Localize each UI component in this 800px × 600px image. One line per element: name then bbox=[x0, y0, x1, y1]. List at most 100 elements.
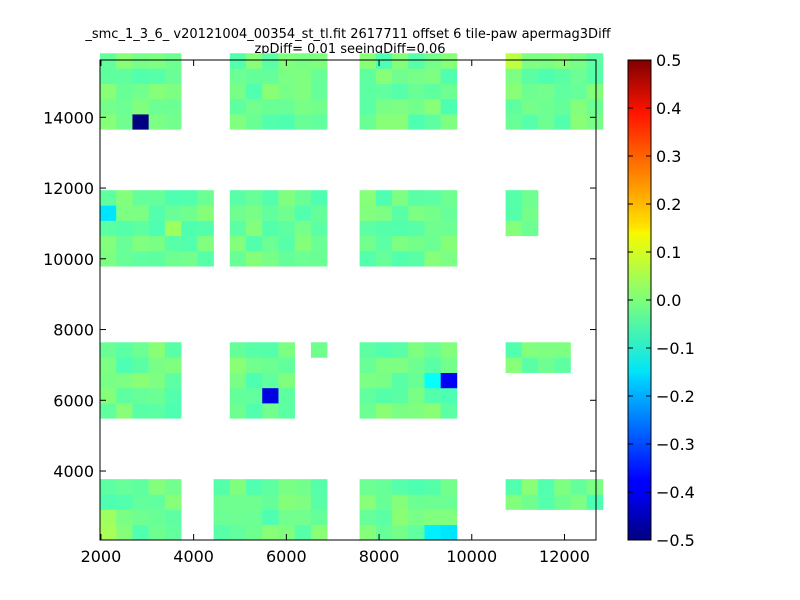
heatmap-cell bbox=[408, 479, 425, 495]
heatmap-cell bbox=[570, 98, 588, 115]
heatmap-cell bbox=[132, 372, 149, 389]
heatmap-cell bbox=[521, 190, 539, 206]
heatmap-cell bbox=[408, 372, 425, 389]
heatmap-cell bbox=[440, 68, 458, 84]
heatmap-cell bbox=[392, 403, 409, 419]
heatmap-cell bbox=[100, 205, 117, 221]
heatmap-cell bbox=[262, 387, 279, 404]
heatmap-cell bbox=[424, 387, 442, 404]
heatmap-cell bbox=[100, 251, 117, 267]
heatmap-cell bbox=[375, 83, 393, 100]
heatmap-cell bbox=[262, 220, 279, 237]
heatmap-cell bbox=[148, 251, 166, 267]
heatmap-cell bbox=[538, 494, 555, 510]
x-tick-label: 6000 bbox=[266, 547, 307, 566]
heatmap-cell bbox=[246, 114, 263, 130]
heatmap-cell bbox=[132, 220, 149, 237]
heatmap-cell bbox=[538, 53, 555, 69]
y-axis: 4000 6000 8000 10000 12000 14000 bbox=[43, 108, 596, 481]
heatmap-cell bbox=[538, 114, 555, 130]
heatmap-cell bbox=[278, 114, 295, 130]
heatmap-cell bbox=[294, 68, 312, 84]
heatmap-cell bbox=[246, 251, 263, 267]
heatmap-cell bbox=[197, 205, 214, 221]
heatmap-cell bbox=[521, 220, 539, 237]
heatmap-cell bbox=[310, 114, 328, 130]
heatmap-cell bbox=[116, 68, 133, 84]
heatmap-cell bbox=[424, 251, 442, 267]
heatmap-cell bbox=[148, 509, 166, 526]
heatmap-cell bbox=[359, 342, 377, 358]
heatmap-cell bbox=[278, 220, 295, 237]
heatmap-cell bbox=[294, 114, 312, 130]
heatmap-cell bbox=[521, 83, 539, 100]
heatmap-cell bbox=[148, 83, 166, 100]
heatmap-cell bbox=[408, 235, 425, 252]
heatmap-cell bbox=[132, 53, 149, 69]
heatmap-cell bbox=[408, 524, 425, 541]
heatmap-cell bbox=[181, 190, 198, 206]
heatmap-cell bbox=[278, 205, 295, 221]
heatmap-cell bbox=[278, 372, 295, 389]
heatmap-cell bbox=[100, 114, 117, 130]
heatmap-cell bbox=[116, 98, 133, 115]
heatmap-cell bbox=[262, 98, 279, 115]
heatmap-cell bbox=[148, 357, 166, 373]
heatmap-cell bbox=[440, 98, 458, 115]
heatmap-cell bbox=[440, 251, 458, 267]
heatmap-cell bbox=[424, 205, 442, 221]
x-tick-label: 2000 bbox=[81, 547, 122, 566]
heatmap-cell bbox=[116, 190, 133, 206]
heatmap-cell bbox=[100, 235, 117, 252]
heatmap-cell bbox=[116, 494, 133, 510]
heatmap-cell bbox=[359, 205, 377, 221]
heatmap-cell bbox=[505, 494, 523, 510]
heatmap-cell bbox=[359, 53, 377, 69]
heatmap-cell bbox=[132, 494, 149, 510]
heatmap-cell bbox=[278, 524, 295, 541]
heatmap-cell bbox=[424, 114, 442, 130]
heatmap-cell bbox=[375, 190, 393, 206]
heatmap-cell bbox=[229, 387, 247, 404]
heatmap-cell bbox=[148, 372, 166, 389]
x-tick-label: 4000 bbox=[173, 547, 214, 566]
heatmap-cell bbox=[262, 114, 279, 130]
heatmap-cell bbox=[505, 342, 523, 358]
heatmap-cell bbox=[181, 220, 198, 237]
heatmap-cell bbox=[375, 342, 393, 358]
heatmap-cell bbox=[310, 190, 328, 206]
heatmap-cell bbox=[229, 220, 247, 237]
heatmap-cell bbox=[278, 509, 295, 526]
heatmap-cell bbox=[213, 524, 231, 541]
heatmap-cell bbox=[100, 190, 117, 206]
heatmap-cell bbox=[424, 220, 442, 237]
heatmap-cell bbox=[408, 342, 425, 358]
heatmap-cell bbox=[359, 403, 377, 419]
heatmap-cell bbox=[392, 342, 409, 358]
heatmap-cell bbox=[278, 68, 295, 84]
heatmap-cell bbox=[392, 494, 409, 510]
heatmap-cell bbox=[375, 403, 393, 419]
heatmap-cell bbox=[116, 342, 133, 358]
heatmap-cell bbox=[424, 524, 442, 541]
heatmap-cell bbox=[424, 403, 442, 419]
heatmap-cell bbox=[229, 98, 247, 115]
heatmap-cell bbox=[132, 205, 149, 221]
heatmap-cell bbox=[505, 190, 523, 206]
heatmap-cell bbox=[100, 68, 117, 84]
heatmap-cell bbox=[440, 342, 458, 358]
heatmap-cell bbox=[505, 68, 523, 84]
heatmap-cell bbox=[392, 68, 409, 84]
heatmap-cell bbox=[408, 83, 425, 100]
heatmap-cell bbox=[392, 205, 409, 221]
heatmap-cell bbox=[310, 494, 328, 510]
heatmap-cell bbox=[521, 98, 539, 115]
heatmap-cell bbox=[132, 114, 149, 130]
y-tick-label: 8000 bbox=[53, 321, 94, 340]
heatmap-cell bbox=[294, 83, 312, 100]
heatmap-cell bbox=[310, 235, 328, 252]
heatmap-cell bbox=[229, 372, 247, 389]
heatmap-cell bbox=[229, 53, 247, 69]
heatmap-cell bbox=[116, 251, 133, 267]
heatmap-cell bbox=[229, 342, 247, 358]
